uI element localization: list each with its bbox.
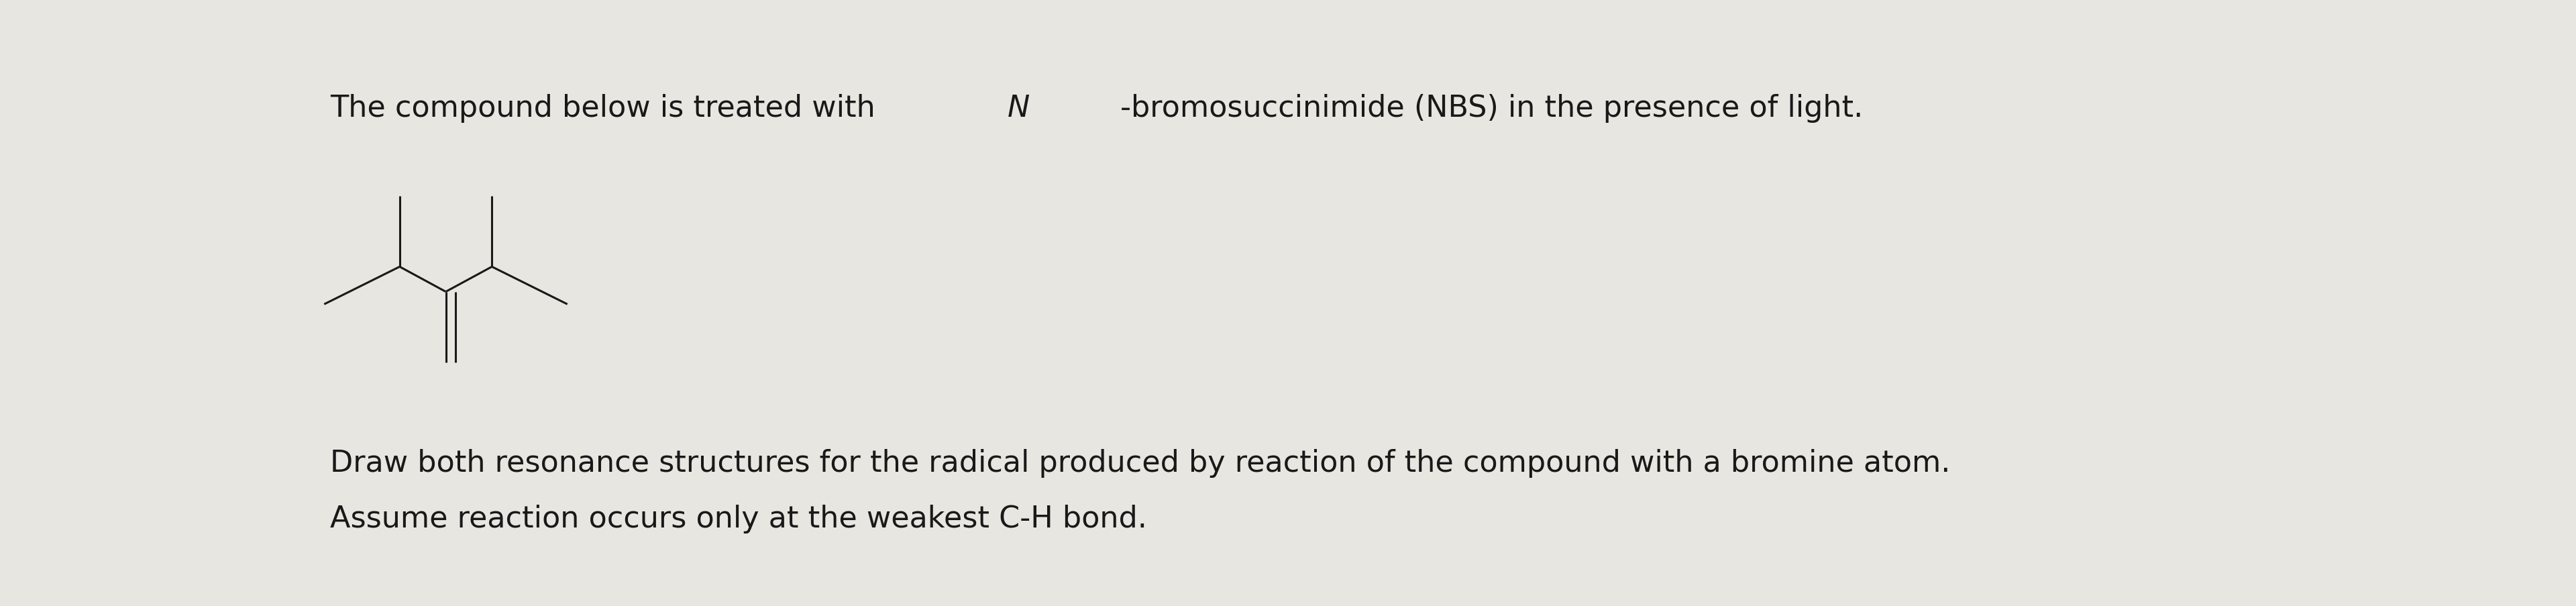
Text: Draw both resonance structures for the radical produced by reaction of the compo: Draw both resonance structures for the r… (330, 448, 1950, 477)
Text: The compound below is treated with: The compound below is treated with (330, 94, 884, 122)
Text: -bromosuccinimide (NBS) in the presence of light.: -bromosuccinimide (NBS) in the presence … (1121, 94, 1862, 122)
Text: Assume reaction occurs only at the weakest C-H bond.: Assume reaction occurs only at the weake… (330, 504, 1146, 533)
Text: N: N (1007, 94, 1030, 122)
